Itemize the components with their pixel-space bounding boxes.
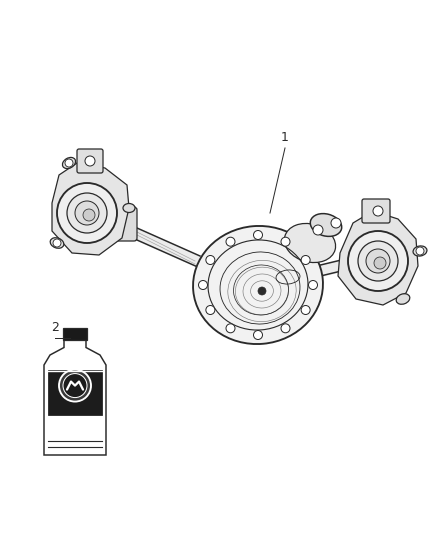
Circle shape xyxy=(258,287,266,295)
Circle shape xyxy=(358,241,398,281)
Circle shape xyxy=(308,280,318,289)
Circle shape xyxy=(53,239,61,247)
FancyBboxPatch shape xyxy=(63,328,87,340)
Circle shape xyxy=(254,330,262,340)
Circle shape xyxy=(75,201,99,225)
Circle shape xyxy=(416,247,424,255)
Circle shape xyxy=(198,280,208,289)
Circle shape xyxy=(226,237,235,246)
Circle shape xyxy=(281,324,290,333)
Ellipse shape xyxy=(396,294,410,304)
Text: 1: 1 xyxy=(281,131,289,144)
Circle shape xyxy=(301,305,310,314)
Circle shape xyxy=(83,209,95,221)
Ellipse shape xyxy=(199,258,221,276)
Circle shape xyxy=(301,255,310,264)
Ellipse shape xyxy=(123,204,135,213)
Ellipse shape xyxy=(348,254,364,268)
FancyBboxPatch shape xyxy=(48,370,102,415)
Circle shape xyxy=(57,183,117,243)
Ellipse shape xyxy=(284,223,336,263)
Circle shape xyxy=(348,231,408,291)
Circle shape xyxy=(85,156,95,166)
Circle shape xyxy=(331,218,341,228)
Ellipse shape xyxy=(50,238,64,248)
Text: 2: 2 xyxy=(51,321,59,334)
Polygon shape xyxy=(44,340,106,455)
Circle shape xyxy=(313,225,323,235)
Circle shape xyxy=(206,305,215,314)
Circle shape xyxy=(65,159,73,167)
FancyBboxPatch shape xyxy=(99,207,137,241)
Polygon shape xyxy=(52,163,129,255)
Circle shape xyxy=(59,369,91,401)
Ellipse shape xyxy=(106,214,124,230)
Circle shape xyxy=(67,193,107,233)
Circle shape xyxy=(366,249,390,273)
Ellipse shape xyxy=(273,267,303,287)
Circle shape xyxy=(206,255,215,264)
Ellipse shape xyxy=(193,226,323,344)
Circle shape xyxy=(226,324,235,333)
Circle shape xyxy=(373,206,383,216)
Ellipse shape xyxy=(208,254,248,286)
Circle shape xyxy=(281,237,290,246)
FancyBboxPatch shape xyxy=(362,199,390,223)
Ellipse shape xyxy=(413,246,427,256)
Ellipse shape xyxy=(63,157,76,168)
Circle shape xyxy=(254,230,262,239)
Circle shape xyxy=(63,374,87,398)
FancyBboxPatch shape xyxy=(77,149,103,173)
Circle shape xyxy=(374,257,386,269)
Ellipse shape xyxy=(310,214,342,237)
Polygon shape xyxy=(338,211,418,305)
